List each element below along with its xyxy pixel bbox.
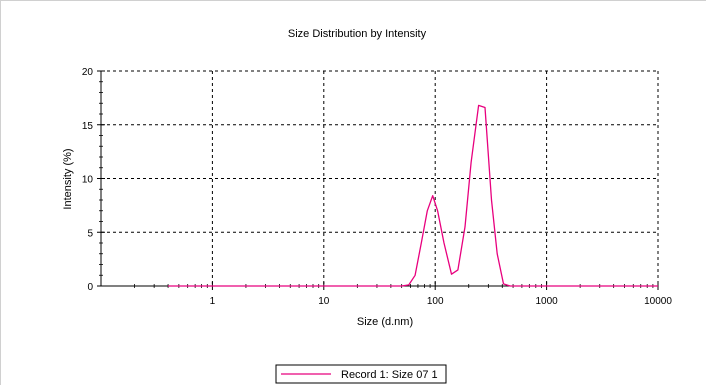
x-tick-label: 1000 — [535, 296, 558, 307]
y-tick-label: 15 — [82, 121, 94, 132]
series-line — [168, 105, 658, 286]
x-tick-label: 1 — [210, 296, 216, 307]
x-axis-label: Size (d.nm) — [357, 316, 413, 328]
chart-title: Size Distribution by Intensity — [288, 28, 427, 40]
y-tick-label: 20 — [82, 67, 94, 78]
y-axis-label: Intensity (%) — [62, 148, 74, 209]
x-tick-label: 10000 — [644, 296, 672, 307]
y-ticks: 0 5 10 15 20 — [82, 67, 105, 293]
y-tick-label: 0 — [87, 282, 93, 293]
legend-label: Record 1: Size 07 1 — [341, 369, 438, 381]
y-tick-label: 5 — [87, 228, 93, 239]
x-tick-label: 10 — [318, 296, 330, 307]
y-tick-label: 10 — [82, 175, 94, 186]
legend: Record 1: Size 07 1 — [276, 365, 446, 383]
x-tick-label: 100 — [427, 296, 444, 307]
minor-ticks — [99, 82, 653, 288]
series-layer — [168, 105, 658, 286]
grid — [101, 71, 658, 286]
